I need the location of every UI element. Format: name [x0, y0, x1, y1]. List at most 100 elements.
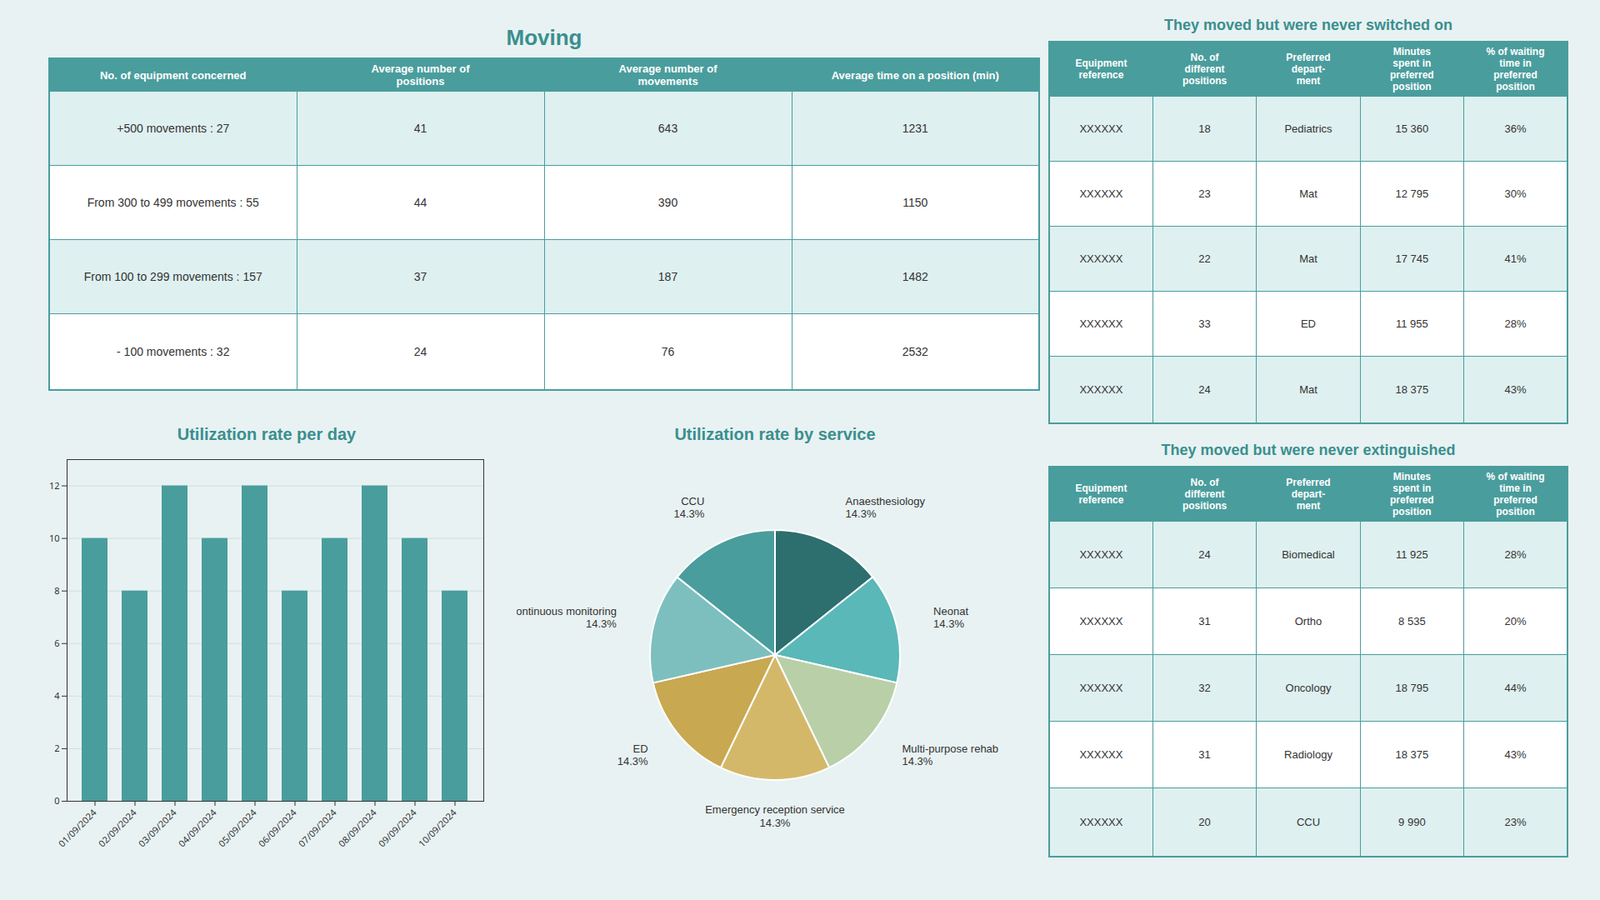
html-text:Average number of: Average number of [371, 62, 470, 75]
html-text:24: 24 [1198, 383, 1211, 396]
html-text:18 375: 18 375 [1395, 383, 1429, 396]
html-text:They moved but were never swit: They moved but were never switched on [1164, 16, 1453, 34]
html-text:37: 37 [413, 270, 427, 284]
html-text:11 955: 11 955 [1395, 317, 1429, 331]
html-text:17 745: 17 745 [1395, 252, 1429, 266]
svg-text:0: 0 [54, 794, 60, 807]
html-text:643: 643 [658, 121, 678, 135]
html-text:390: 390 [658, 195, 678, 210]
html-text:Pediatrics: Pediatrics [1284, 122, 1333, 135]
svg-text:10/09/2024: 10/09/2024 [415, 805, 460, 850]
html-text:41%: 41% [1504, 252, 1527, 266]
svg-text:4: 4 [54, 689, 60, 702]
html-text:12 795: 12 795 [1395, 187, 1429, 201]
html-text:Equipment: Equipment [1075, 482, 1127, 495]
html-text:- 100 movements : 32: - 100 movements : 32 [116, 345, 230, 359]
html-text:Mat: Mat [1299, 383, 1318, 396]
svg-text:Multi-purpose rehab14.3%: Multi-purpose rehab14.3% [901, 742, 999, 769]
html-text:23: 23 [1198, 187, 1211, 201]
svg-text:8: 8 [54, 584, 60, 597]
html-text:% of waiting: % of waiting [1486, 45, 1545, 58]
html-text:time in: time in [1499, 57, 1532, 70]
html-text:spent in: spent in [1392, 482, 1432, 495]
html-text:position: position [1496, 80, 1535, 93]
svg-text:6: 6 [54, 636, 60, 650]
html-text:From 100 to 299 movements : 15: From 100 to 299 movements : 157 [84, 270, 263, 284]
html-text:Average number of: Average number of [618, 62, 718, 75]
html-text:+500 movements : 27: +500 movements : 27 [116, 121, 230, 135]
svg-text:02/09/2024: 02/09/2024 [95, 805, 140, 850]
html-text:No. of equipment concerned: No. of equipment concerned [100, 68, 247, 82]
html-text:XXXXXX: XXXXXX [1079, 748, 1123, 762]
html-text:XXXXXX: XXXXXX [1079, 681, 1123, 695]
svg-text:Anaesthesiology14.3%: Anaesthesiology14.3% [845, 495, 926, 521]
html-text:187: 187 [658, 270, 678, 284]
html-text:1231: 1231 [902, 121, 929, 135]
svg-text:01/09/2024: 01/09/2024 [55, 805, 100, 850]
svg-text:Emergency reception service14.: Emergency reception service14.3% [705, 804, 845, 830]
html-text:Average time on a position (mi: Average time on a position (min) [831, 68, 999, 82]
html-text:28%: 28% [1504, 317, 1527, 331]
html-text:36%: 36% [1504, 122, 1527, 135]
html-text:% of waiting: % of waiting [1486, 470, 1545, 483]
svg-text:Neonat14.3%: Neonat14.3% [933, 605, 969, 631]
html-text:41: 41 [413, 121, 427, 135]
html-text:43%: 43% [1504, 748, 1527, 762]
html-text:XXXXXX: XXXXXX [1079, 383, 1123, 396]
html-text:76: 76 [661, 345, 675, 359]
html-text:They moved but were never exti: They moved but were never extinguished [1161, 441, 1456, 459]
svg-text:Continuous monitoring14.3%: Continuous monitoring14.3% [516, 605, 617, 631]
svg-text:CCU14.3%: CCU14.3% [674, 495, 705, 521]
html-text:positions: positions [396, 75, 445, 88]
html-text:No. of: No. of [1190, 51, 1219, 64]
svg-text:05/09/2024: 05/09/2024 [215, 805, 260, 850]
html-text:Utilization rate by service: Utilization rate by service [674, 425, 876, 444]
html-text:1482: 1482 [902, 270, 929, 284]
html-text:44: 44 [413, 195, 427, 210]
svg-text:09/09/2024: 09/09/2024 [375, 805, 420, 850]
html-text:From 300 to 499 movements : 55: From 300 to 499 movements : 55 [87, 195, 260, 210]
html-text:ED: ED [1300, 317, 1316, 331]
html-text:position: position [1392, 80, 1432, 93]
html-text:1150: 1150 [902, 195, 928, 210]
svg-text:2: 2 [54, 741, 60, 755]
html-text:Mat: Mat [1299, 187, 1318, 201]
html-text:XXXXXX: XXXXXX [1079, 187, 1123, 201]
html-text:44%: 44% [1504, 681, 1527, 695]
svg-text:06/09/2024: 06/09/2024 [255, 805, 300, 850]
svg-text:10: 10 [49, 531, 60, 545]
html-text:18: 18 [1198, 122, 1211, 135]
html-text:Oncology: Oncology [1285, 681, 1332, 695]
svg-text:04/09/2024: 04/09/2024 [175, 805, 220, 850]
html-text:15 360: 15 360 [1395, 122, 1429, 135]
html-text:Moving: Moving [506, 25, 583, 50]
html-text:24: 24 [413, 345, 427, 359]
svg-text:12: 12 [49, 479, 60, 492]
html-text:18 375: 18 375 [1395, 748, 1429, 762]
html-text:position: position [1392, 505, 1432, 518]
html-text:No. of: No. of [1190, 476, 1219, 489]
html-text:Preferred: Preferred [1286, 476, 1331, 489]
html-text:Minutes: Minutes [1393, 470, 1431, 483]
html-text:Utilization rate per day: Utilization rate per day [177, 425, 357, 444]
html-text:Equipment: Equipment [1075, 57, 1127, 70]
html-text:Radiology: Radiology [1284, 748, 1333, 762]
svg-text:08/09/2024: 08/09/2024 [335, 805, 380, 850]
svg-text:03/09/2024: 03/09/2024 [135, 805, 180, 850]
html-text:Minutes: Minutes [1393, 45, 1431, 58]
html-text:Preferred: Preferred [1286, 51, 1331, 64]
html-text:30%: 30% [1504, 187, 1527, 201]
html-text:22: 22 [1198, 252, 1211, 266]
html-text:33: 33 [1198, 317, 1211, 331]
html-text:movements: movements [637, 75, 698, 88]
svg-text:ED14.3%: ED14.3% [617, 742, 649, 769]
svg-text:07/09/2024: 07/09/2024 [295, 805, 340, 850]
html-text:XXXXXX: XXXXXX [1079, 317, 1123, 331]
html-text:XXXXXX: XXXXXX [1079, 252, 1123, 266]
html-text:spent in: spent in [1392, 57, 1432, 70]
html-text:2532: 2532 [902, 345, 929, 359]
html-text:18 795: 18 795 [1395, 681, 1429, 695]
html-text:Mat: Mat [1299, 252, 1318, 266]
html-text:XXXXXX: XXXXXX [1079, 122, 1123, 135]
html-text:43%: 43% [1504, 383, 1527, 396]
